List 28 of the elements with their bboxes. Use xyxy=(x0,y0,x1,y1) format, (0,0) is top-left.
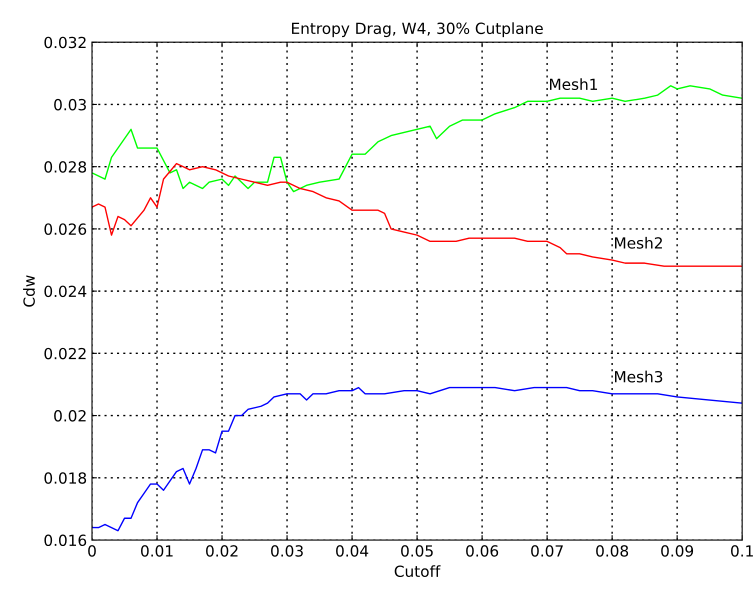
x-tick-label: 0.04 xyxy=(336,545,368,557)
y-tick-label: 0.028 xyxy=(44,161,86,173)
x-axis-title: Cutoff xyxy=(394,565,441,578)
x-tick-label: 0 xyxy=(88,545,96,557)
y-tick-label: 0.032 xyxy=(44,36,86,48)
x-tick-label: 0.05 xyxy=(401,545,433,557)
y-axis-title: Cdw xyxy=(23,275,35,307)
y-tick-label: 0.03 xyxy=(54,98,86,110)
x-tick-label: 0.06 xyxy=(466,545,498,557)
series-label: Mesh2 xyxy=(615,236,662,249)
line-series xyxy=(92,162,742,267)
x-tick-label: 0.02 xyxy=(206,545,238,557)
chart-title: Entropy Drag, W4, 30% Cutplane xyxy=(292,22,543,38)
y-tick-label: 0.024 xyxy=(44,286,86,298)
x-tick-label: 0.08 xyxy=(596,545,628,557)
y-tick-label: 0.016 xyxy=(44,534,86,546)
x-tick-label: 0.03 xyxy=(271,545,303,557)
series-label: Mesh3 xyxy=(615,370,662,383)
x-tick-label: 0.01 xyxy=(141,545,173,557)
y-tick-label: 0.02 xyxy=(54,410,86,422)
x-tick-label: 0.1 xyxy=(731,545,753,557)
line-series xyxy=(92,386,742,532)
series-label: Mesh1 xyxy=(550,78,598,90)
x-tick-label: 0.09 xyxy=(661,545,694,557)
y-tick-label: 0.022 xyxy=(44,348,86,360)
y-tick-label: 0.026 xyxy=(44,223,86,235)
y-tick-label: 0.018 xyxy=(44,472,86,484)
x-tick-label: 0.07 xyxy=(531,545,563,557)
